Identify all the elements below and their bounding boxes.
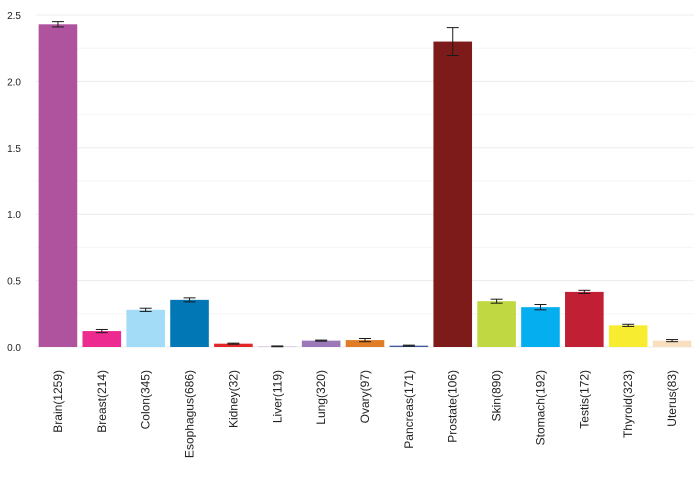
x-tick-label: Kidney(32) (226, 370, 240, 428)
y-axis-ticks: 0.0 0.5 1.0 1.5 2.0 2.5 (7, 11, 21, 354)
y-tick-label: 1.5 (7, 144, 21, 155)
bar (477, 301, 516, 347)
y-tick-label: 2.5 (7, 11, 21, 22)
x-axis-ticks: Brain(1259) Breast(214) Colon(345) Esophagu… (51, 370, 679, 458)
bar (126, 309, 165, 347)
x-tick-label: Ovary(97) (358, 370, 372, 423)
bar (565, 291, 604, 347)
x-tick-label: Esophagus(686) (183, 370, 197, 458)
bar (214, 343, 253, 347)
bar (82, 331, 122, 347)
x-tick-label: Colon(345) (139, 370, 153, 429)
bar (301, 340, 341, 347)
bar (170, 299, 209, 347)
bar (433, 41, 473, 348)
bar (345, 340, 385, 347)
bar (652, 340, 692, 347)
y-tick-label: 0.5 (7, 277, 21, 288)
y-tick-label: 0.0 (7, 343, 21, 354)
x-tick-label: Lung(320) (314, 370, 328, 425)
y-tick-label: 2.0 (7, 77, 21, 88)
x-tick-label: Thyroid(323) (621, 370, 635, 438)
x-tick-label: Brain(1259) (51, 370, 65, 433)
x-tick-label: Testis(172) (577, 370, 591, 429)
bars (38, 24, 692, 348)
bar (608, 325, 648, 347)
x-tick-label: Prostate(106) (446, 370, 460, 443)
x-tick-label: Skin(890) (490, 370, 504, 421)
bar (521, 307, 560, 347)
error-bars (51, 21, 679, 348)
bar (38, 24, 78, 348)
x-tick-label: Liver(119) (270, 370, 284, 423)
x-tick-label: Pancreas(171) (402, 370, 416, 449)
x-tick-label: Stomach(192) (533, 370, 547, 445)
x-tick-label: Uterus(83) (665, 370, 679, 427)
x-tick-label: Breast(214) (95, 370, 109, 433)
y-tick-label: 1.0 (7, 210, 21, 221)
